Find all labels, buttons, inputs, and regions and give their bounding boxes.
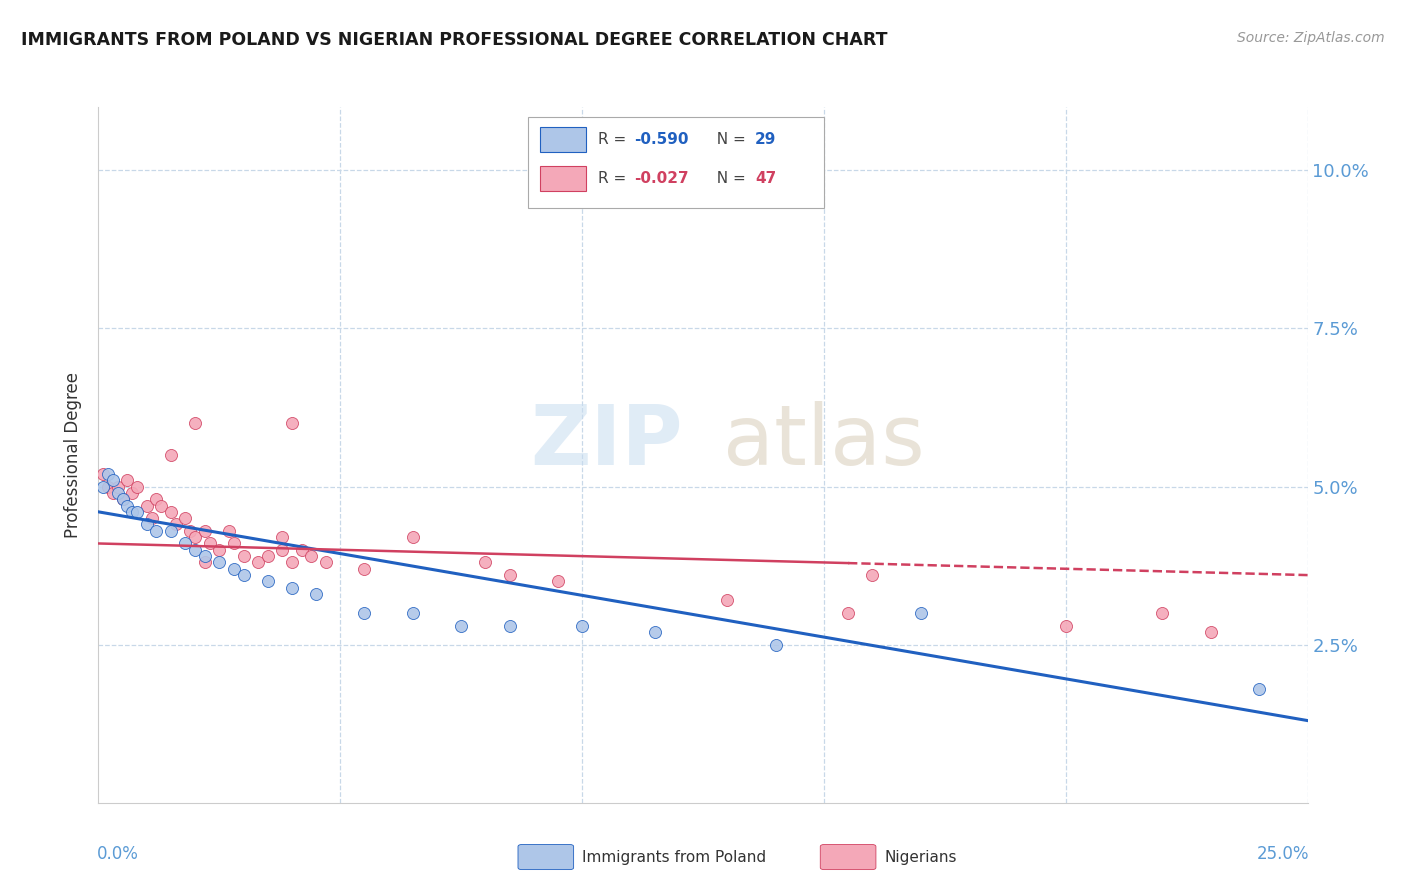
Point bbox=[208, 542, 231, 557]
Point bbox=[194, 556, 217, 570]
FancyBboxPatch shape bbox=[540, 128, 586, 153]
Point bbox=[860, 568, 883, 582]
Point bbox=[121, 486, 143, 500]
Text: -0.027: -0.027 bbox=[634, 171, 689, 186]
Point bbox=[222, 536, 245, 550]
Point bbox=[160, 448, 183, 462]
Point bbox=[1199, 625, 1222, 640]
Point bbox=[107, 479, 129, 493]
Point bbox=[194, 549, 217, 563]
Text: ZIP: ZIP bbox=[530, 401, 682, 482]
Point bbox=[160, 505, 183, 519]
Point bbox=[121, 505, 143, 519]
Point bbox=[91, 479, 114, 493]
Point bbox=[498, 618, 520, 632]
Point bbox=[256, 574, 278, 589]
Point bbox=[402, 606, 425, 620]
Point bbox=[765, 638, 787, 652]
FancyBboxPatch shape bbox=[540, 166, 586, 191]
Point bbox=[547, 574, 569, 589]
Point bbox=[107, 486, 129, 500]
Text: N =: N = bbox=[707, 132, 751, 147]
Point bbox=[837, 606, 859, 620]
Text: R =: R = bbox=[598, 171, 631, 186]
Point bbox=[174, 511, 197, 525]
Point bbox=[271, 530, 294, 544]
Point bbox=[194, 524, 217, 538]
Text: 0.0%: 0.0% bbox=[97, 845, 139, 863]
Point bbox=[571, 618, 593, 632]
FancyBboxPatch shape bbox=[820, 845, 876, 870]
Text: Immigrants from Poland: Immigrants from Poland bbox=[582, 849, 766, 864]
Text: IMMIGRANTS FROM POLAND VS NIGERIAN PROFESSIONAL DEGREE CORRELATION CHART: IMMIGRANTS FROM POLAND VS NIGERIAN PROFE… bbox=[21, 31, 887, 49]
Point bbox=[135, 517, 157, 532]
Point bbox=[91, 467, 114, 481]
Y-axis label: Professional Degree: Professional Degree bbox=[65, 372, 83, 538]
Point bbox=[353, 562, 375, 576]
Point bbox=[402, 530, 425, 544]
Point bbox=[218, 524, 240, 538]
Point bbox=[305, 587, 328, 601]
Point bbox=[1152, 606, 1174, 620]
Point bbox=[117, 473, 139, 487]
Text: 29: 29 bbox=[755, 132, 776, 147]
Point bbox=[1054, 618, 1077, 632]
Point bbox=[174, 536, 197, 550]
Point bbox=[208, 556, 231, 570]
Text: 25.0%: 25.0% bbox=[1257, 845, 1309, 863]
Point bbox=[160, 524, 183, 538]
Point bbox=[1249, 681, 1271, 696]
Point bbox=[222, 562, 245, 576]
Point bbox=[145, 492, 167, 507]
Point bbox=[165, 517, 187, 532]
Point bbox=[184, 417, 207, 431]
Point bbox=[281, 556, 304, 570]
Text: N =: N = bbox=[707, 171, 751, 186]
Point bbox=[184, 530, 207, 544]
Point bbox=[290, 542, 312, 557]
Point bbox=[97, 479, 120, 493]
Point bbox=[353, 606, 375, 620]
Point bbox=[644, 625, 666, 640]
Point bbox=[450, 618, 472, 632]
Point bbox=[281, 417, 304, 431]
Point bbox=[910, 606, 932, 620]
Point bbox=[498, 568, 520, 582]
Point bbox=[135, 499, 157, 513]
Point bbox=[127, 505, 149, 519]
Point bbox=[299, 549, 322, 563]
Point bbox=[150, 499, 173, 513]
Text: R =: R = bbox=[598, 132, 631, 147]
FancyBboxPatch shape bbox=[527, 118, 824, 208]
Point bbox=[117, 499, 139, 513]
Point bbox=[179, 524, 201, 538]
Point bbox=[315, 556, 337, 570]
Point bbox=[111, 492, 134, 507]
Point bbox=[111, 492, 134, 507]
Text: 47: 47 bbox=[755, 171, 776, 186]
Point bbox=[198, 536, 221, 550]
Text: -0.590: -0.590 bbox=[634, 132, 689, 147]
Text: Source: ZipAtlas.com: Source: ZipAtlas.com bbox=[1237, 31, 1385, 45]
Point bbox=[127, 479, 149, 493]
Point bbox=[232, 549, 254, 563]
Text: Nigerians: Nigerians bbox=[884, 849, 957, 864]
Point bbox=[716, 163, 738, 178]
Point bbox=[281, 581, 304, 595]
Point bbox=[101, 473, 124, 487]
Point bbox=[256, 549, 278, 563]
Point bbox=[184, 542, 207, 557]
Point bbox=[716, 593, 738, 607]
Point bbox=[247, 556, 270, 570]
Text: atlas: atlas bbox=[723, 401, 925, 482]
Point bbox=[232, 568, 254, 582]
Point bbox=[271, 542, 294, 557]
FancyBboxPatch shape bbox=[517, 845, 574, 870]
Point bbox=[101, 486, 124, 500]
Point bbox=[145, 524, 167, 538]
Point bbox=[97, 467, 120, 481]
Point bbox=[474, 556, 496, 570]
Point bbox=[141, 511, 163, 525]
